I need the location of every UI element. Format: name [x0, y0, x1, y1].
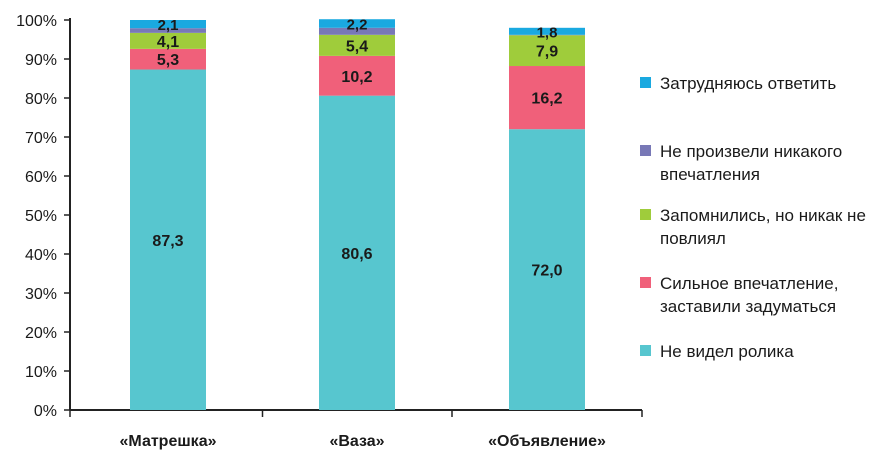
- y-tick-label: 10%: [25, 364, 57, 381]
- bar-segment: [319, 34, 395, 56]
- bar-segment: [509, 66, 585, 130]
- legend-item: Не произвели никакого впечатления: [640, 140, 885, 186]
- legend-item: Не видел ролика: [640, 340, 794, 363]
- y-tick-label: 20%: [25, 325, 57, 342]
- legend-swatch: [640, 345, 651, 356]
- legend-swatch: [640, 77, 651, 88]
- data-label: 5,4: [346, 38, 368, 55]
- x-category-label: «Ваза»: [329, 433, 384, 450]
- y-tick-label: 70%: [25, 130, 57, 147]
- bar-segment: [130, 28, 206, 33]
- data-label: 7,9: [536, 44, 558, 61]
- y-tick-label: 100%: [16, 13, 57, 30]
- data-label: 16,2: [531, 91, 562, 108]
- y-tick-label: 90%: [25, 52, 57, 69]
- legend-swatch: [640, 145, 651, 156]
- legend-label: Затрудняюсь ответить: [660, 74, 837, 93]
- bar-segment: [509, 35, 585, 67]
- bar-segment: [319, 95, 395, 410]
- bar-segment: [130, 20, 206, 29]
- legend-label: Не видел ролика: [660, 342, 794, 361]
- bar-segment: [509, 27, 585, 35]
- legend-label: Сильное впечатление, заставили задуматьс…: [660, 274, 839, 316]
- legend-item: Сильное впечатление, заставили задуматьс…: [640, 272, 885, 318]
- y-tick-label: 80%: [25, 91, 57, 108]
- bar-segment: [130, 69, 206, 410]
- bar-segment: [130, 32, 206, 49]
- data-label: 2,1: [158, 17, 179, 34]
- x-category-label: «Матрешка»: [120, 433, 217, 450]
- data-label: 1,8: [537, 24, 558, 41]
- y-tick-label: 60%: [25, 169, 57, 186]
- y-tick-label: 0%: [34, 403, 57, 420]
- y-tick-label: 50%: [25, 208, 57, 225]
- data-label: 10,2: [341, 69, 372, 86]
- legend-label: Запомнились, но никак не повлиял: [660, 206, 866, 248]
- x-category-label: «Объявление»: [488, 433, 606, 450]
- legend-swatch: [640, 277, 651, 288]
- legend-label: Не произвели никакого впечатления: [660, 142, 843, 184]
- legend-item: Затрудняюсь ответить: [640, 72, 836, 95]
- y-tick-label: 30%: [25, 286, 57, 303]
- data-label: 2,2: [347, 17, 368, 34]
- legend-swatch: [640, 209, 651, 220]
- data-label: 72,0: [531, 263, 562, 280]
- bar-segment: [319, 27, 395, 35]
- legend-item: Запомнились, но никак не повлиял: [640, 204, 885, 250]
- data-label: 80,6: [341, 246, 372, 263]
- data-label: 5,3: [157, 52, 179, 69]
- bar-segment: [130, 48, 206, 70]
- bar-segment: [319, 55, 395, 96]
- data-label: 4,1: [157, 34, 179, 51]
- y-tick-label: 40%: [25, 247, 57, 264]
- data-label: 87,3: [152, 233, 183, 250]
- bar-segment: [509, 129, 585, 410]
- bar-segment: [319, 19, 395, 28]
